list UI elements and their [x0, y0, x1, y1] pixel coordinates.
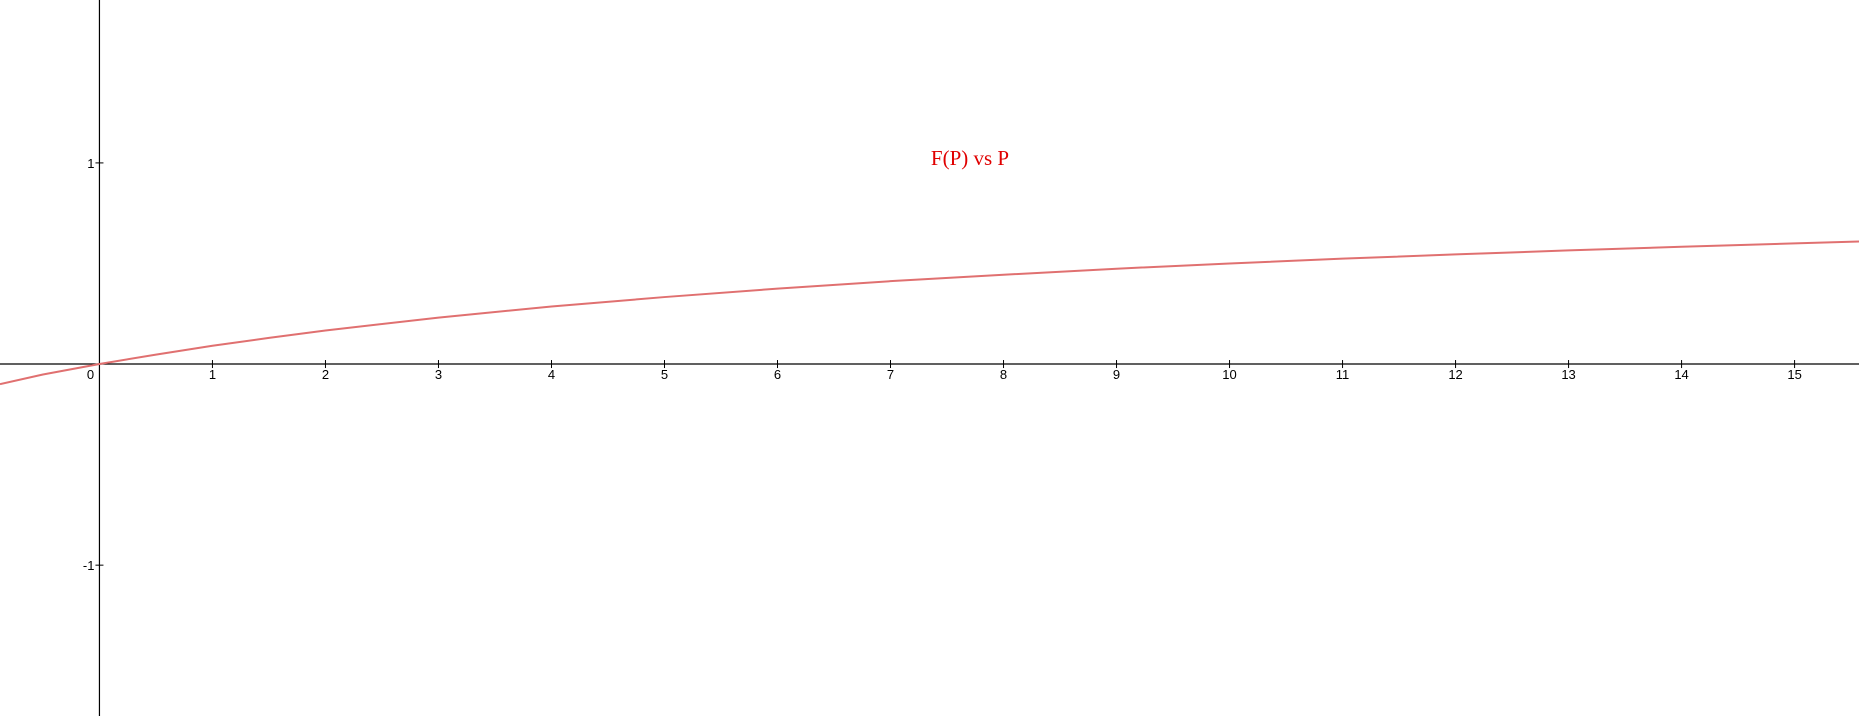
- y-tick-label: -1: [83, 558, 95, 573]
- x-tick-label: 8: [1000, 367, 1007, 382]
- x-tick-label: 3: [435, 367, 442, 382]
- x-tick-label: 7: [887, 367, 894, 382]
- series-layer: [0, 240, 1859, 386]
- x-tick-label: 11: [1336, 367, 1350, 382]
- ticks: 0 1 2 3 4 5 6 7 8 9 10 11 12 13 14 151-1: [83, 156, 1802, 573]
- chart-title: F(P) vs P: [931, 146, 1009, 170]
- x-tick-label: 12: [1448, 367, 1462, 382]
- x-tick-label: 15: [1787, 367, 1801, 382]
- x-tick-label: 6: [774, 367, 781, 382]
- x-tick-label: 2: [322, 367, 329, 382]
- x-tick-label: 14: [1674, 367, 1688, 382]
- x-tick-label: 9: [1113, 367, 1120, 382]
- series-line: [0, 240, 1859, 386]
- x-tick-label: 0: [87, 367, 94, 382]
- x-tick-label: 13: [1561, 367, 1575, 382]
- x-tick-label: 10: [1222, 367, 1236, 382]
- y-tick-label: 1: [87, 156, 94, 171]
- x-tick-label: 1: [209, 367, 216, 382]
- x-tick-label: 5: [661, 367, 668, 382]
- x-tick-label: 4: [548, 367, 555, 382]
